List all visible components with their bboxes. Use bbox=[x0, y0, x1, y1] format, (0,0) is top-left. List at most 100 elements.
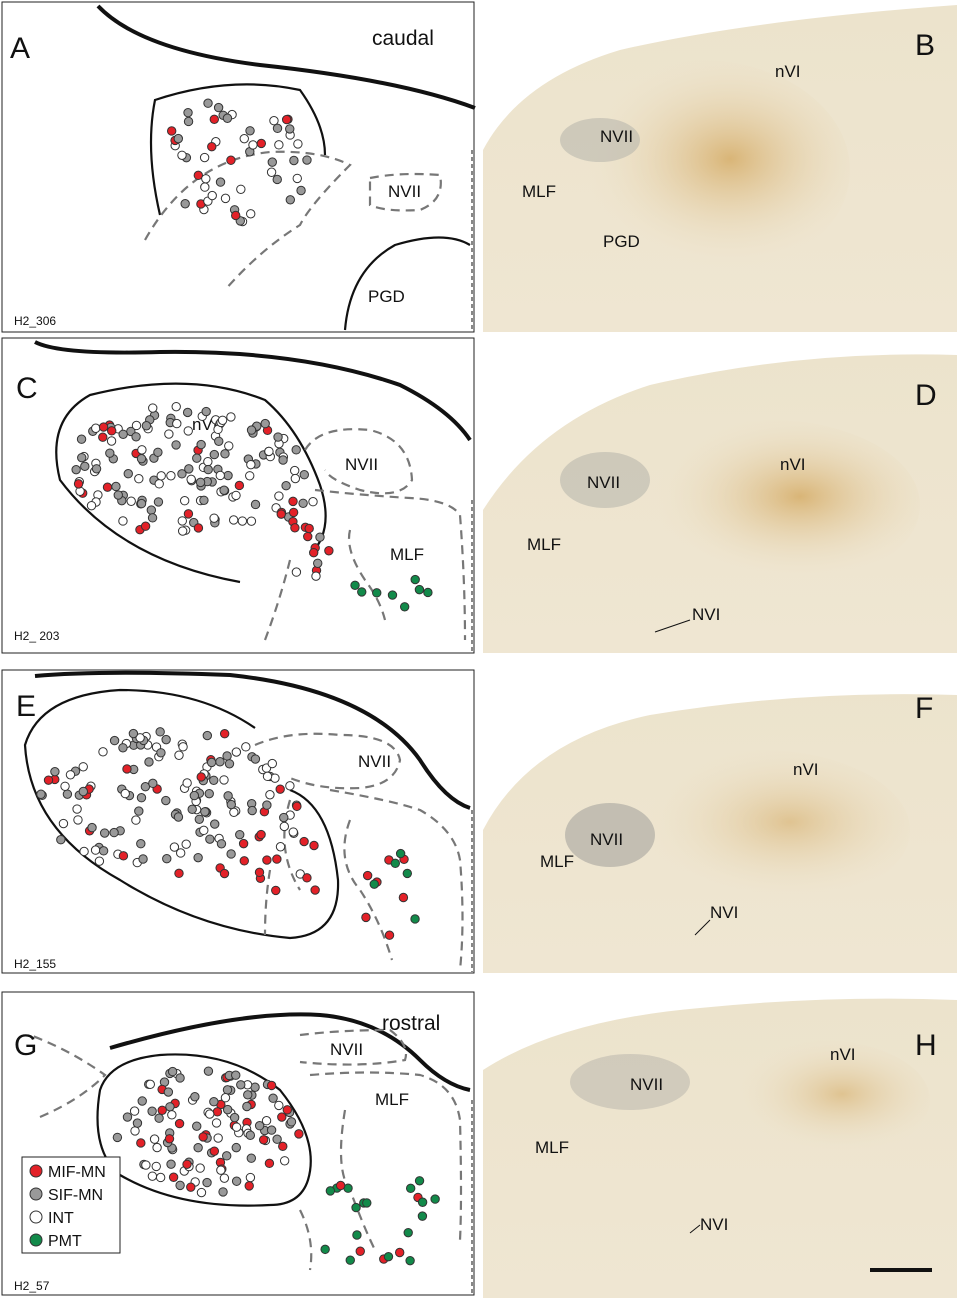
cell-dot bbox=[135, 733, 145, 743]
cell-dot bbox=[241, 742, 251, 752]
cell-dot bbox=[107, 426, 117, 436]
section-id: H2_306 bbox=[14, 314, 56, 328]
cell-dot bbox=[231, 1070, 241, 1080]
legend-entry: MIF-MN bbox=[48, 1164, 106, 1181]
legend-swatch bbox=[29, 1187, 43, 1201]
cell-dot bbox=[275, 784, 285, 794]
cell-dot bbox=[180, 199, 190, 209]
dashed-outline bbox=[347, 529, 387, 621]
cell-dot bbox=[168, 1172, 179, 1182]
cell-dot bbox=[145, 1079, 155, 1090]
cell-dot bbox=[169, 842, 180, 852]
cell-dot bbox=[212, 1107, 223, 1117]
cell-dot bbox=[200, 807, 210, 817]
cell-dot bbox=[244, 1181, 254, 1191]
cell-dot bbox=[274, 140, 284, 150]
cell-dot bbox=[203, 98, 213, 108]
panel-letter: E bbox=[16, 690, 36, 723]
cell-dot bbox=[222, 1085, 233, 1095]
cell-dot bbox=[98, 422, 109, 432]
cell-dot bbox=[250, 754, 261, 764]
nerve-region bbox=[560, 452, 650, 508]
nvii-outline bbox=[299, 1028, 408, 1066]
section-id: H2_155 bbox=[14, 957, 56, 971]
cell-dot bbox=[302, 873, 312, 883]
cell-dot bbox=[156, 471, 166, 481]
cell-dot bbox=[399, 602, 410, 612]
nucleus-outline bbox=[23, 688, 340, 940]
cell-dot bbox=[304, 523, 314, 534]
cell-dot bbox=[209, 1097, 219, 1107]
cell-dot bbox=[148, 403, 158, 413]
cell-dot bbox=[352, 1230, 362, 1240]
cell-dot bbox=[62, 789, 73, 799]
cell-dot bbox=[276, 509, 286, 519]
cell-dot bbox=[196, 1187, 207, 1198]
cell-dot bbox=[181, 839, 191, 849]
cell-dot bbox=[130, 1126, 140, 1136]
cell-dot bbox=[218, 1187, 228, 1197]
cell-dot bbox=[144, 757, 154, 767]
cell-dot bbox=[86, 500, 97, 511]
cell-dot bbox=[414, 584, 425, 595]
region-label: nVI bbox=[793, 760, 819, 779]
cell-dot bbox=[203, 456, 213, 467]
legend-swatch bbox=[29, 1210, 43, 1224]
cell-dot bbox=[163, 1087, 174, 1097]
cell-dot bbox=[203, 1066, 214, 1076]
region-label: NVII bbox=[330, 1040, 363, 1059]
stain-region bbox=[710, 1040, 930, 1160]
cell-dot bbox=[58, 818, 69, 829]
cell-dot bbox=[223, 791, 233, 801]
stain-region bbox=[620, 420, 920, 590]
cell-dot bbox=[262, 855, 272, 865]
cell-dot bbox=[279, 1156, 290, 1166]
cell-dot bbox=[219, 1173, 230, 1183]
cell-dot bbox=[151, 1161, 161, 1172]
cell-dot bbox=[162, 854, 172, 864]
cell-dot bbox=[430, 1194, 440, 1204]
cell-dot bbox=[361, 912, 371, 923]
cell-dot bbox=[167, 1066, 178, 1077]
dashed-outline bbox=[309, 1071, 463, 1241]
cell-dot bbox=[272, 123, 283, 134]
cell-dot bbox=[215, 177, 226, 187]
cell-dot bbox=[246, 425, 257, 435]
cell-dot bbox=[222, 113, 233, 123]
cell-dot bbox=[383, 1251, 394, 1262]
cell-dot bbox=[268, 1093, 278, 1103]
nerve-region bbox=[560, 118, 640, 162]
cell-dot bbox=[202, 1177, 212, 1188]
cell-dot bbox=[362, 1198, 372, 1208]
nucleus-outline bbox=[149, 83, 327, 216]
cell-dot bbox=[122, 764, 132, 774]
cell-dot bbox=[271, 885, 281, 896]
cell-dot bbox=[281, 114, 292, 125]
cell-dot bbox=[153, 497, 164, 507]
cell-dot bbox=[279, 812, 289, 823]
cell-dot bbox=[174, 750, 184, 760]
cell-dot bbox=[147, 513, 158, 523]
pointer-line bbox=[694, 919, 711, 936]
region-label: NVI bbox=[710, 903, 738, 922]
cell-dot bbox=[137, 445, 147, 455]
surface-line bbox=[109, 1012, 471, 1092]
surface-line bbox=[34, 670, 471, 810]
cell-dot bbox=[236, 184, 246, 194]
cell-dot bbox=[414, 1176, 425, 1186]
region-label: NVII bbox=[388, 182, 421, 201]
cell-dot bbox=[161, 795, 171, 806]
region-label: PGD bbox=[603, 232, 640, 251]
cell-dot bbox=[154, 479, 164, 489]
cell-dot bbox=[292, 801, 302, 812]
cell-dot bbox=[273, 432, 283, 442]
cell-dot bbox=[141, 1160, 151, 1170]
cell-dot bbox=[231, 1122, 242, 1132]
cell-dot bbox=[128, 728, 139, 739]
cell-dot bbox=[113, 490, 123, 500]
cell-dot bbox=[193, 170, 204, 181]
region-label: nVI bbox=[780, 455, 806, 474]
dashed-outline bbox=[29, 1033, 107, 1119]
cell-dot bbox=[272, 854, 282, 864]
cell-dot bbox=[209, 114, 220, 125]
